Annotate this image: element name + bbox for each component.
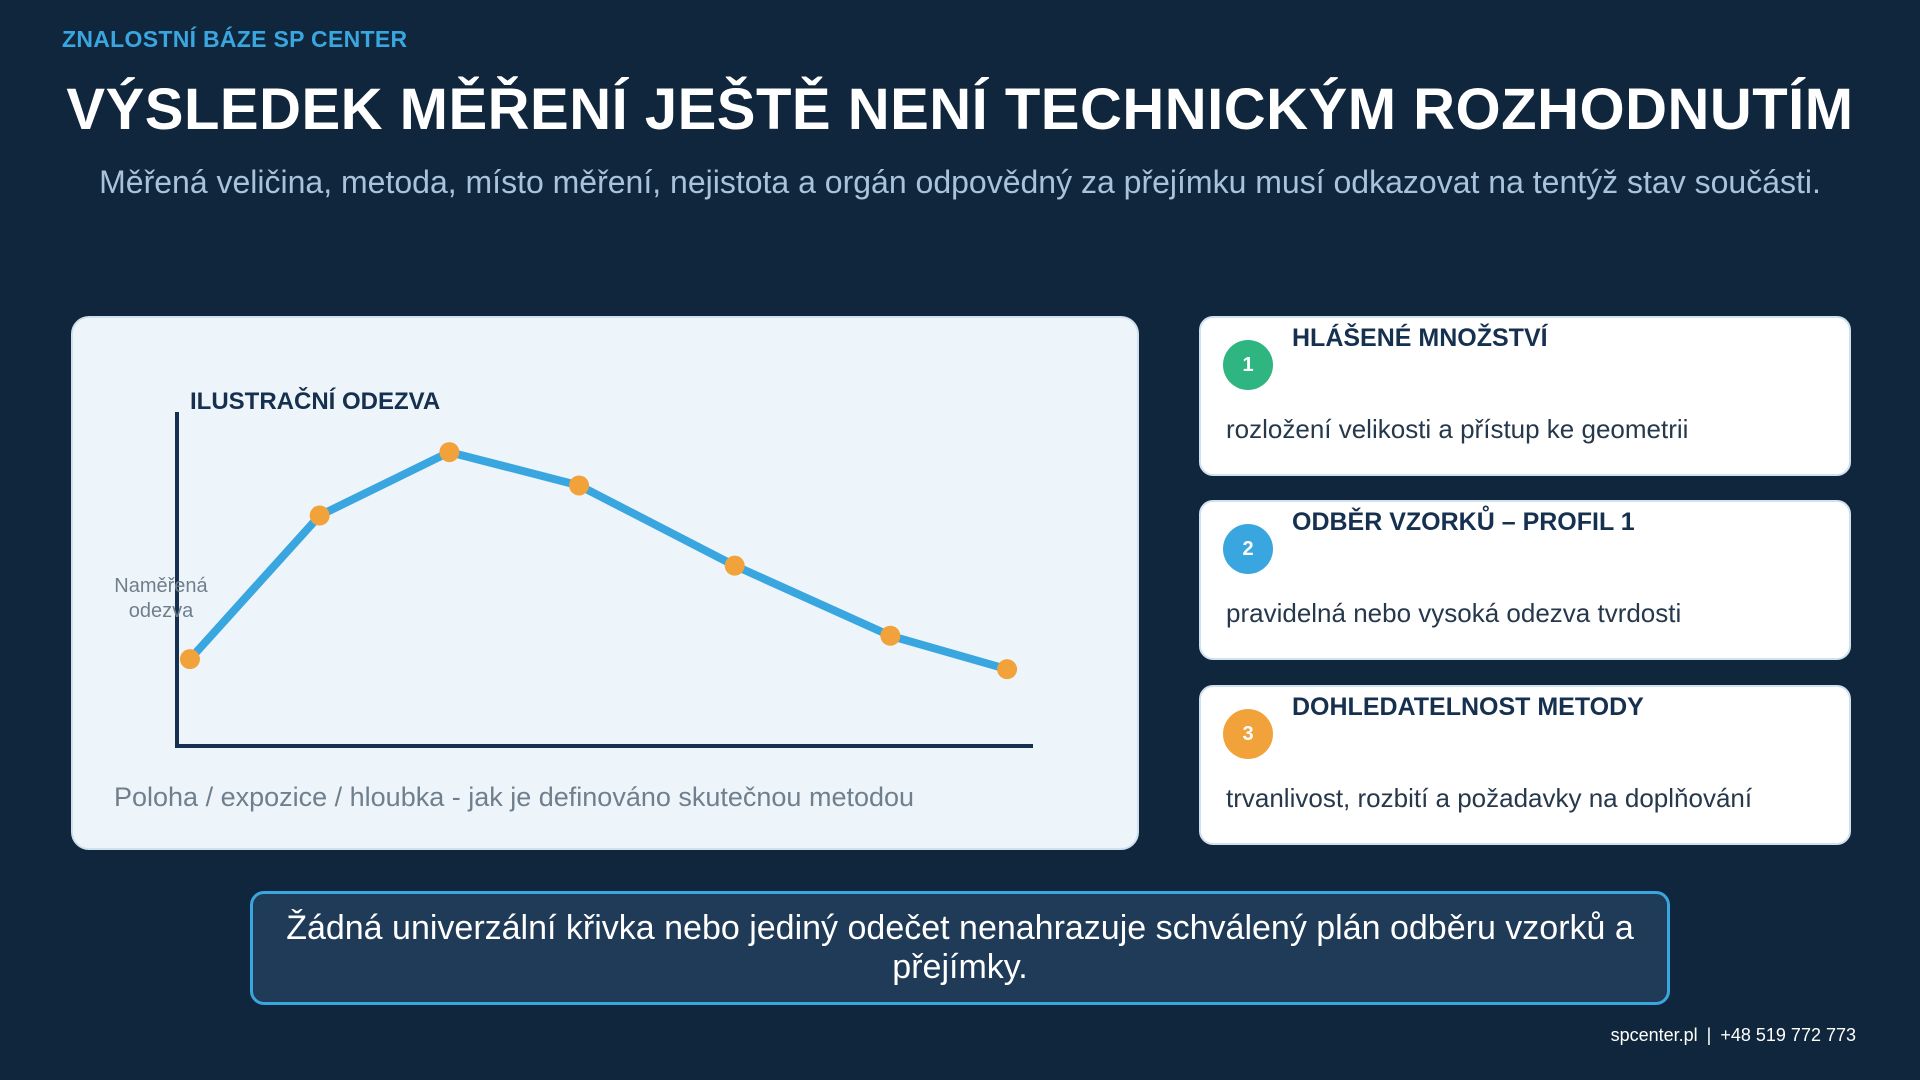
- x-axis-label: Poloha / expozice / hloubka - jak je def…: [114, 782, 915, 812]
- response-chart: [175, 412, 1033, 748]
- step-badge-1: 1: [1223, 340, 1273, 390]
- info-card-2: 2 ODBĚR VZORKŮ – PROFIL 1 pravidelná neb…: [1199, 500, 1851, 660]
- data-point-4: [569, 475, 590, 496]
- card-description-3: trvanlivost, rozbití a požadavky na dopl…: [1226, 783, 1753, 813]
- card-description-1: rozložení velikosti a přístup ke geometr…: [1226, 414, 1689, 444]
- card-title-1: HLÁŠENÉ MNOŽSTVÍ: [1292, 324, 1548, 352]
- footer-phone: +48 519 772 773: [1720, 1025, 1856, 1045]
- brand-label: ZNALOSTNÍ BÁZE SP CENTER: [62, 26, 408, 52]
- card-description-2: pravidelná nebo vysoká odezva tvrdosti: [1226, 598, 1682, 628]
- card-title-2: ODBĚR VZORKŮ – PROFIL 1: [1292, 508, 1635, 536]
- card-title-3: DOHLEDATELNOST METODY: [1292, 693, 1644, 721]
- page-subtitle: Měřená veličina, metoda, místo měření, n…: [99, 164, 1821, 200]
- step-badge-3: 3: [1223, 709, 1273, 759]
- y-axis-label: Naměřená odezva: [114, 575, 208, 622]
- chart-title: ILUSTRAČNÍ ODEZVA: [190, 388, 441, 415]
- data-point-7: [997, 659, 1018, 680]
- data-point-3: [439, 442, 460, 463]
- info-card-3: 3 DOHLEDATELNOST METODY trvanlivost, roz…: [1199, 685, 1851, 845]
- footer-separator: |: [1706, 1025, 1712, 1045]
- footer-website: spcenter.pl: [1610, 1025, 1698, 1045]
- chart-panel: ILUSTRAČNÍ ODEZVA Naměřená odezva Poloha…: [71, 316, 1139, 850]
- info-card-1: 1 HLÁŠENÉ MNOŽSTVÍ rozložení velikosti a…: [1199, 316, 1851, 476]
- data-point-6: [880, 625, 901, 646]
- callout-box: Žádná univerzální křivka nebo jediný ode…: [250, 891, 1670, 1005]
- data-point-5: [724, 555, 745, 576]
- data-point-2: [309, 505, 330, 526]
- data-point-1: [179, 649, 200, 670]
- step-badge-2: 2: [1223, 524, 1273, 574]
- page-title: VÝSLEDEK MĚŘENÍ JEŠTĚ NENÍ TECHNICKÝM RO…: [66, 77, 1854, 142]
- footer-contact: spcenter.pl | +48 519 772 773: [1611, 1025, 1856, 1046]
